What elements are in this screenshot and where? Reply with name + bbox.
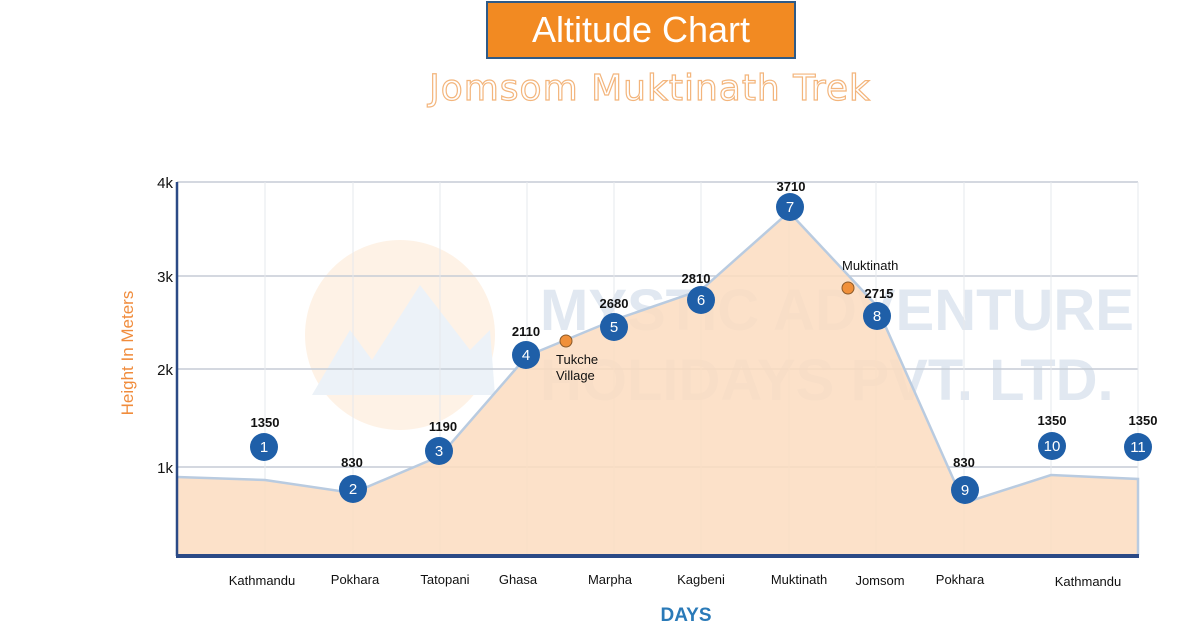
svg-text:2: 2: [349, 481, 357, 498]
ytick-2k: 2k: [157, 362, 173, 379]
svg-text:Tukche: Tukche: [556, 352, 598, 367]
day-marker: 2715 8: [863, 286, 893, 330]
x-axis-title: DAYS: [660, 605, 711, 626]
svg-text:7: 7: [786, 199, 794, 216]
svg-text:1: 1: [260, 439, 268, 456]
svg-text:1190: 1190: [429, 419, 457, 434]
y-axis-title: Height In Meters: [118, 291, 137, 416]
ytick-1k: 1k: [157, 460, 173, 477]
ytick-4k: 4k: [157, 175, 173, 192]
xtick-label: Ghasa: [499, 572, 538, 587]
svg-text:2810: 2810: [682, 271, 711, 286]
svg-text:4: 4: [522, 347, 530, 364]
day-marker: 2680 5: [600, 296, 629, 341]
svg-text:3710: 3710: [777, 179, 806, 194]
day-marker: 1350 10: [1038, 413, 1067, 460]
xtick-label: Pokhara: [331, 572, 380, 587]
svg-text:1350: 1350: [251, 415, 280, 430]
chart-title: Altitude Chart: [486, 1, 796, 59]
svg-text:Village: Village: [556, 368, 595, 383]
svg-text:3: 3: [435, 443, 443, 460]
chart-subtitle: Jomsom Muktinath Trek: [428, 67, 871, 109]
waypoint-muktinath: Muktinath: [841, 258, 898, 295]
day-marker: 1190 3: [425, 419, 457, 465]
day-marker: 3710 7: [776, 179, 805, 221]
svg-text:Muktinath: Muktinath: [842, 258, 898, 273]
day-marker: 2810 6: [682, 271, 715, 314]
svg-text:2715: 2715: [865, 286, 894, 301]
xtick-label: Jomsom: [855, 573, 904, 588]
day-marker: 830 9: [951, 455, 979, 504]
svg-text:1350: 1350: [1129, 413, 1158, 428]
waypoint-tukche-village: Tukche Village: [556, 334, 598, 383]
svg-text:830: 830: [341, 455, 363, 470]
svg-text:6: 6: [697, 292, 705, 309]
xtick-label: Pokhara: [936, 572, 985, 587]
altitude-area: [177, 212, 1138, 555]
svg-text:2110: 2110: [512, 324, 540, 339]
day-marker: 1350 11: [1124, 413, 1157, 461]
xtick-label: Kagbeni: [677, 572, 725, 587]
xtick-label: Marpha: [588, 572, 633, 587]
svg-text:8: 8: [873, 308, 881, 325]
xtick-label: Kathmandu: [1055, 574, 1122, 589]
xtick-label: Tatopani: [420, 572, 469, 587]
svg-text:11: 11: [1130, 439, 1146, 456]
xtick-label: Muktinath: [771, 572, 827, 587]
svg-text:5: 5: [610, 319, 618, 336]
day-marker: 2110 4: [512, 324, 540, 369]
day-marker: 1350 1: [250, 415, 279, 461]
watermark-logo-icon: [305, 240, 495, 430]
svg-text:9: 9: [961, 482, 969, 499]
xtick-label: Kathmandu: [229, 573, 296, 588]
ytick-3k: 3k: [157, 269, 173, 286]
svg-text:2680: 2680: [600, 296, 629, 311]
day-marker: 830 2: [339, 455, 367, 503]
svg-text:10: 10: [1044, 438, 1061, 455]
svg-text:830: 830: [953, 455, 975, 470]
svg-text:1350: 1350: [1038, 413, 1067, 428]
